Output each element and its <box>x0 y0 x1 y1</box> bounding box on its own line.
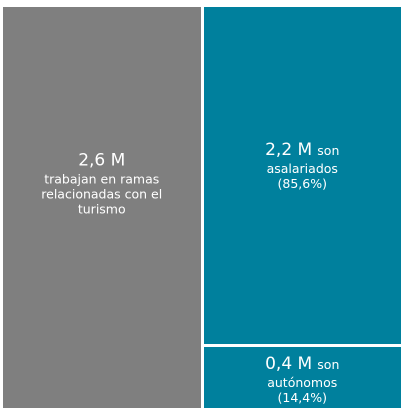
value-label: 2,6 M <box>78 150 126 171</box>
value-label: 2,2 M <box>265 140 313 161</box>
treemap-cell <box>203 7 401 344</box>
prefix-label: son <box>317 143 340 159</box>
treemap-cell <box>203 346 401 408</box>
prefix-label: son <box>317 357 340 373</box>
value-label: 0,4 M <box>265 354 313 375</box>
share-label: (14,4%) <box>277 389 327 405</box>
category-label: autónomos <box>267 374 338 390</box>
cell-label: 2,2 M son asalariados (85,6%) <box>217 140 387 190</box>
cell-label: 0,4 M son autónomos (14,4%) <box>217 354 387 404</box>
share-label: (85,6%) <box>277 175 327 191</box>
value-line: 2,2 M son <box>217 140 387 160</box>
treemap-cell <box>3 7 201 408</box>
value-line: 0,4 M son <box>217 354 387 374</box>
category-label: asalariados <box>266 160 338 176</box>
category-label: trabajan en ramas relacionadas con el tu… <box>41 171 163 217</box>
